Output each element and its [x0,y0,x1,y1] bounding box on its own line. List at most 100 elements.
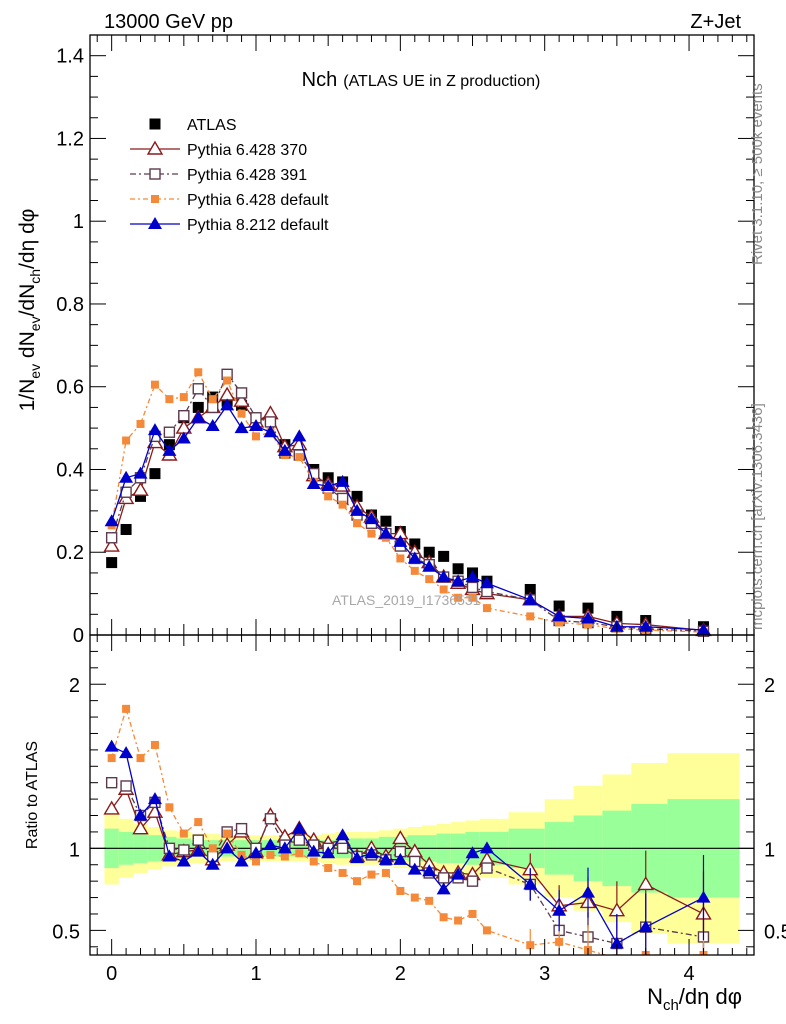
legend-label-p8default: Pythia 8.212 default [187,217,329,234]
main-point [206,401,219,414]
main-point [147,423,162,436]
main-point [364,512,379,525]
ratio-point [350,851,365,864]
ratio-point [696,890,711,903]
main-point [163,426,176,438]
ratio-point [208,844,217,853]
main-point [237,409,246,418]
ratio-point [235,822,248,835]
ratio-point [324,864,333,873]
main-point [380,515,392,527]
ratio-point [191,844,206,857]
ratio-point [378,852,393,865]
rivet-version-text: Rivet 3.1.10, ≥ 500k events [749,83,766,265]
ratio-y-tick-label-right: 2 [764,675,775,697]
ratio-point [179,829,188,838]
ratio-point [133,808,148,821]
main-point [410,566,419,575]
main-point [292,429,307,442]
main-point [553,600,565,612]
ratio-point [422,864,437,877]
legend-marker-atlas [149,118,161,130]
ratio-point [410,893,419,902]
main-point [165,395,174,404]
main-point [321,479,336,492]
ratio-point [454,916,463,925]
ratio-point [479,841,494,854]
main-point [555,618,564,627]
main-point [407,551,422,564]
ratio-point [526,941,535,950]
main-point [235,387,248,399]
legend-marker-p370 [146,140,164,155]
main-point [179,393,188,402]
ratio-point [338,868,347,877]
ratio-point [249,846,263,859]
main-point [454,593,463,602]
legend-label-p370: Pythia 6.428 370 [187,142,307,159]
main-point [353,519,362,528]
ratio-point [466,875,479,887]
header-left: 13000 GeV pp [104,11,233,33]
main-point [581,611,595,624]
ratio-point [309,857,318,866]
main-point [465,570,480,583]
main-point [106,557,118,569]
main-point [223,376,232,385]
ratio-point [609,936,624,949]
main-point [396,554,405,563]
ratio-point [393,852,408,865]
ratio-point [280,852,289,861]
legend-label-p391: Pythia 6.428 391 [187,167,307,184]
legend-marker-p391 [149,168,161,180]
main-point [552,609,567,622]
main-point [105,532,118,544]
ratio-point [277,841,292,854]
ratio-point [292,821,307,834]
ratio-plot-frame [89,634,755,956]
ratio-point [396,887,405,895]
main-point [439,585,448,594]
ratio-point [104,739,119,752]
x-tick-label: 3 [539,963,550,985]
ratio-point [293,834,306,846]
ratio-point [437,872,450,884]
main-point [306,476,321,489]
mcplots-reference-text: mcplots.cern.ch [arXiv:1306.3436] [749,403,766,630]
main-point [150,380,159,389]
main-point [162,443,177,456]
ratio-point [451,867,466,880]
main-point [393,534,408,547]
main-point [524,583,536,595]
ratio-point [103,800,120,815]
main-point [132,481,149,496]
main-point [136,419,145,428]
ratio-point [436,882,451,895]
ratio-y-tick-label-right: 0.5 [764,921,786,943]
main-point [119,470,134,483]
main-point [523,592,538,605]
plot-title: Nch (ATLAS UE in Z production) [302,69,541,91]
ratio-point [220,841,235,854]
main-point [133,466,148,479]
main-point [122,436,131,445]
x-tick-label: 4 [683,963,694,985]
ratio-point [552,903,567,916]
ratio-point [321,846,336,859]
ratio-point [364,846,379,859]
x-tick-label: 2 [395,963,406,985]
main-y-tick-label: 1 [73,211,84,233]
ratio-point [381,868,390,877]
main-point [191,410,206,423]
main-point [479,576,494,589]
main-point [234,421,249,434]
main-point [103,537,120,552]
main-point [526,612,535,621]
ratio-point [192,834,204,846]
plot-title-main: Nch [302,69,338,91]
main-point [422,559,437,572]
ratio-point [252,857,260,866]
main-point [252,432,260,441]
main-point [205,419,220,432]
